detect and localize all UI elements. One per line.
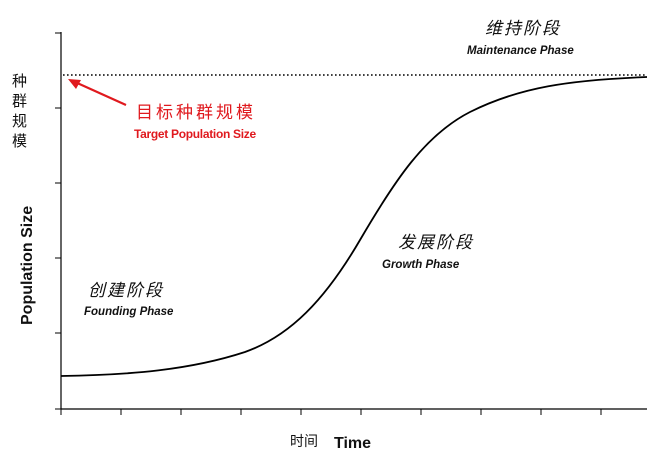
y-axis-label-cn-char: 群 bbox=[12, 92, 27, 110]
target-label-en: Target Population Size bbox=[134, 127, 256, 141]
y-axis-label-en: Population Size bbox=[19, 206, 36, 325]
x-axis-label-cn: 时间 bbox=[290, 434, 318, 450]
growth-phase-label-en: Growth Phase bbox=[382, 259, 460, 271]
growth-curve bbox=[60, 76, 647, 377]
x-axis-ticks bbox=[60, 409, 602, 415]
y-axis-ticks bbox=[55, 32, 61, 410]
founding-phase-label-cn: 创建阶段 bbox=[88, 281, 164, 301]
x-axis-label-en: Time bbox=[334, 435, 371, 452]
y-axis-label-cn-char: 模 bbox=[12, 132, 27, 150]
arrow-head-icon bbox=[68, 79, 81, 89]
y-axis-label-cn-char: 规 bbox=[12, 112, 27, 130]
target-label-cn: 目标种群规模 bbox=[136, 103, 256, 123]
target-arrow bbox=[68, 79, 127, 107]
maintenance-phase-label-cn: 维持阶段 bbox=[485, 19, 561, 39]
growth-phase-label-cn: 发展阶段 bbox=[398, 233, 474, 253]
founding-phase-label-en: Founding Phase bbox=[84, 306, 174, 318]
y-axis-label-cn-char: 种 bbox=[12, 72, 27, 90]
maintenance-phase-label-en: Maintenance Phase bbox=[467, 45, 574, 57]
arrow-shaft bbox=[74, 80, 127, 107]
y-axis-label-cn: 种 群 规 模 bbox=[12, 72, 27, 150]
